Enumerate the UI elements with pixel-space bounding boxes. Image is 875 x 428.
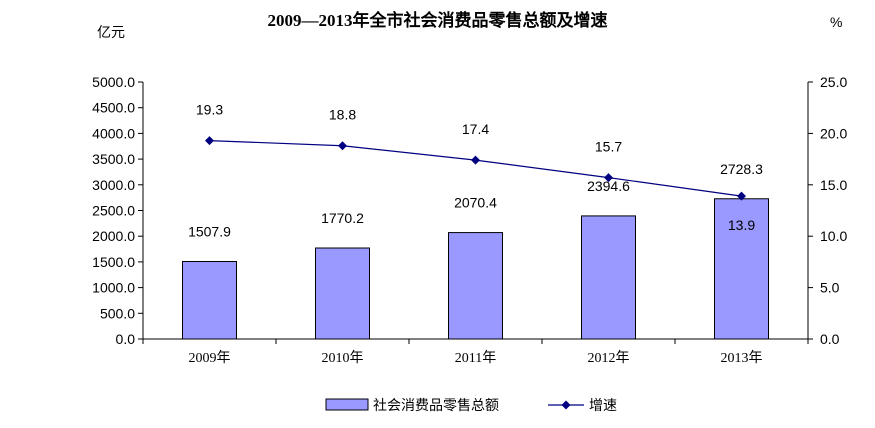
growth-value-label: 15.7 (595, 139, 622, 155)
bar-value-label: 2070.4 (454, 195, 497, 211)
bar (581, 215, 636, 340)
right-tick-label: 5.0 (820, 280, 840, 296)
bar-value-label: 1507.9 (188, 223, 231, 239)
left-tick-label: 4000.0 (92, 125, 135, 141)
growth-line (209, 139, 742, 197)
left-tick-label: 3000.0 (92, 177, 135, 193)
left-tick-label: 4500.0 (92, 100, 135, 116)
growth-point-marker (205, 136, 214, 146)
growth-point-marker (338, 141, 347, 151)
bar (182, 260, 237, 340)
right-tick-label: 10.0 (820, 228, 847, 244)
legend-line-label: 增速 (589, 397, 617, 413)
bar-value-label: 2728.3 (720, 161, 763, 177)
x-tick-label: 2011年 (455, 350, 496, 366)
growth-point-marker (471, 155, 480, 165)
left-tick-label: 2500.0 (92, 203, 135, 219)
growth-value-label: 18.8 (329, 107, 356, 123)
chart-title: 2009—2013年全市社会消费品零售总额及增速 (267, 11, 608, 30)
left-axis-unit: 亿元 (97, 24, 125, 40)
x-tick-label: 2010年 (322, 350, 364, 366)
growth-point-marker (604, 173, 613, 183)
bar-value-label: 1770.2 (321, 210, 364, 226)
bar (448, 232, 503, 340)
growth-value-label: 17.4 (462, 121, 489, 137)
left-tick-label: 2000.0 (92, 228, 135, 244)
legend-line-marker (561, 400, 571, 410)
growth-value-label: 19.3 (196, 102, 223, 118)
legend-bar-swatch (325, 398, 369, 411)
growth-point-marker (737, 191, 746, 201)
x-tick-label: 2013年 (721, 350, 763, 366)
left-tick-label: 5000.0 (92, 74, 135, 90)
x-tick-label: 2009年 (189, 350, 231, 366)
bar-value-label: 2394.6 (587, 178, 630, 194)
bar (315, 247, 370, 340)
right-tick-label: 0.0 (820, 331, 840, 347)
right-axis-unit: % (830, 14, 843, 30)
left-tick-label: 1000.0 (92, 280, 135, 296)
growth-value-label: 13.9 (728, 217, 755, 233)
left-tick-label: 500.0 (100, 305, 135, 321)
bar (714, 198, 769, 340)
left-tick-label: 0.0 (116, 331, 136, 347)
left-tick-label: 1500.0 (92, 254, 135, 270)
right-tick-label: 20.0 (820, 125, 847, 141)
x-tick-label: 2012年 (588, 350, 630, 366)
right-tick-label: 25.0 (820, 74, 847, 90)
legend-bar-label: 社会消费品零售总额 (373, 397, 499, 413)
right-tick-label: 15.0 (820, 177, 847, 193)
left-tick-label: 3500.0 (92, 151, 135, 167)
